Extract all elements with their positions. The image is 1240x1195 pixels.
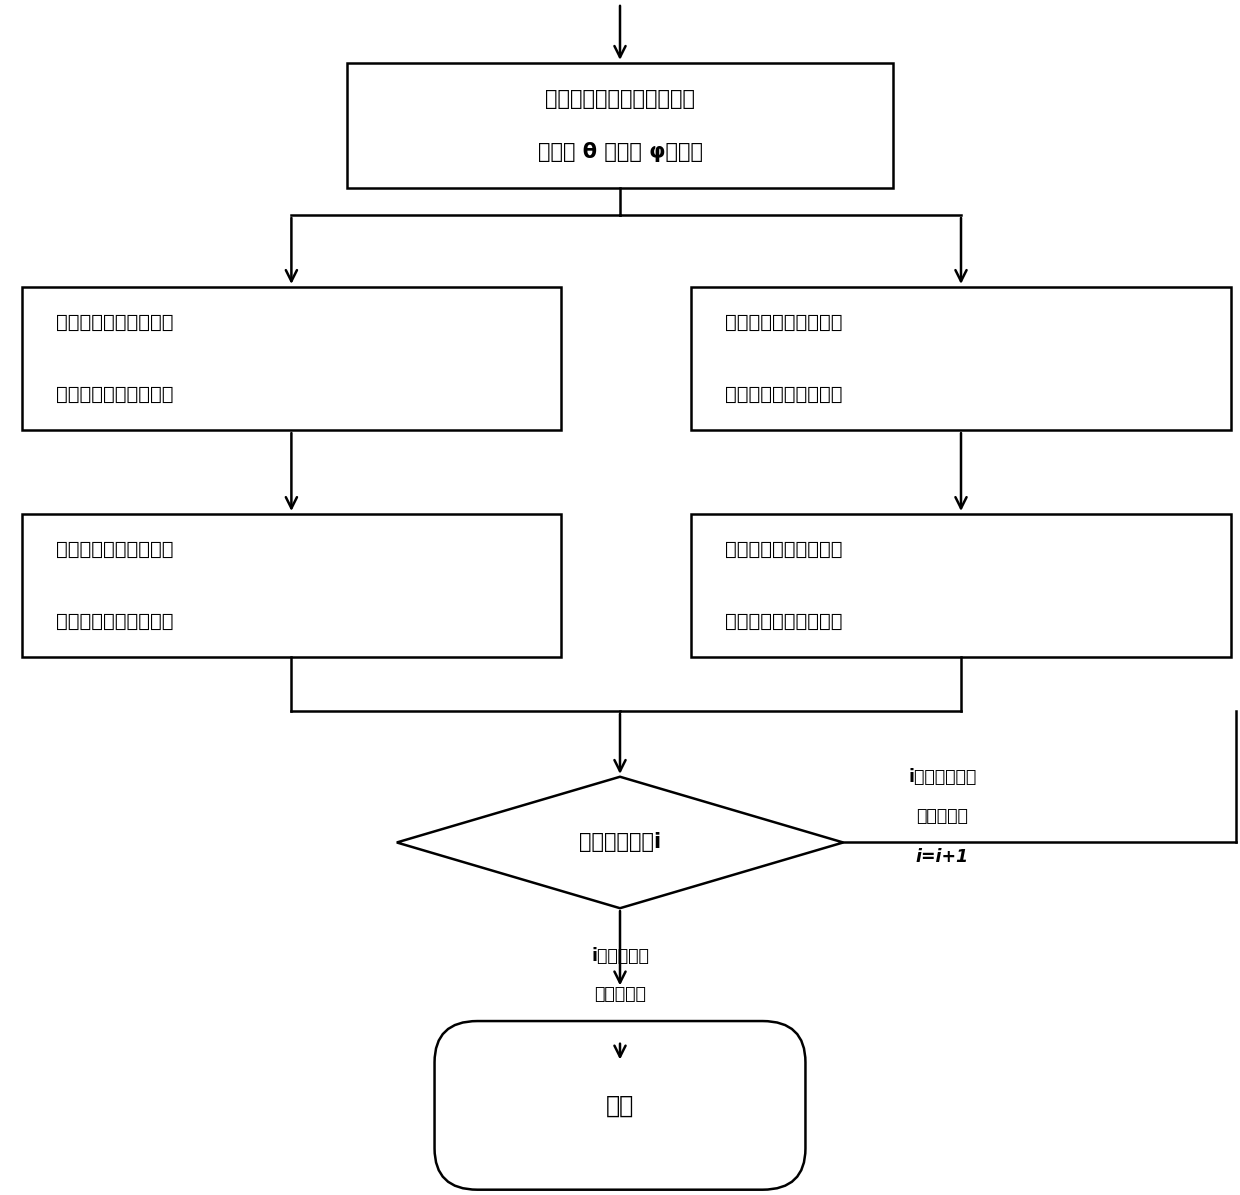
Text: 求波束个数: 求波束个数 — [594, 985, 646, 1004]
Text: 计算宽脉冲行波束权値: 计算宽脉冲行波束权値 — [725, 540, 849, 559]
Text: 判断波束个数i: 判断波束个数i — [579, 833, 661, 852]
Text: 计算窄脉冲列波束权値: 计算窄脉冲列波束权値 — [56, 612, 180, 631]
Text: i不等于系统要: i不等于系统要 — [908, 767, 977, 786]
Bar — [21, 514, 560, 657]
Text: 计算窄脉冲行波束权値: 计算窄脉冲行波束权値 — [56, 313, 180, 332]
Text: 求波束个数: 求波束个数 — [916, 807, 968, 826]
Text: 计算宽脉冲列波束权値: 计算宽脉冲列波束权値 — [725, 612, 849, 631]
Bar — [692, 287, 1230, 430]
Text: 计算宽脉冲列波束权値: 计算宽脉冲列波束权値 — [725, 385, 849, 404]
Polygon shape — [397, 777, 843, 908]
FancyBboxPatch shape — [434, 1021, 806, 1190]
Text: 计算窄脉冲行波束权値: 计算窄脉冲行波束权値 — [56, 540, 180, 559]
Bar — [347, 62, 893, 189]
Text: 方位角 θ 俰仰角 φ及频率: 方位角 θ 俰仰角 φ及频率 — [537, 142, 703, 161]
Text: i=i+1: i=i+1 — [916, 847, 968, 866]
Text: 提取宽、窄脉冲和、差波束: 提取宽、窄脉冲和、差波束 — [546, 90, 694, 109]
Text: 计算窄脉冲列波束权値: 计算窄脉冲列波束权値 — [56, 385, 180, 404]
Text: i等于系统要: i等于系统要 — [591, 946, 649, 966]
Bar — [692, 514, 1230, 657]
Bar — [21, 287, 560, 430]
Text: 结束: 结束 — [606, 1093, 634, 1117]
Text: 计算宽脉冲行波束权値: 计算宽脉冲行波束权値 — [725, 313, 849, 332]
